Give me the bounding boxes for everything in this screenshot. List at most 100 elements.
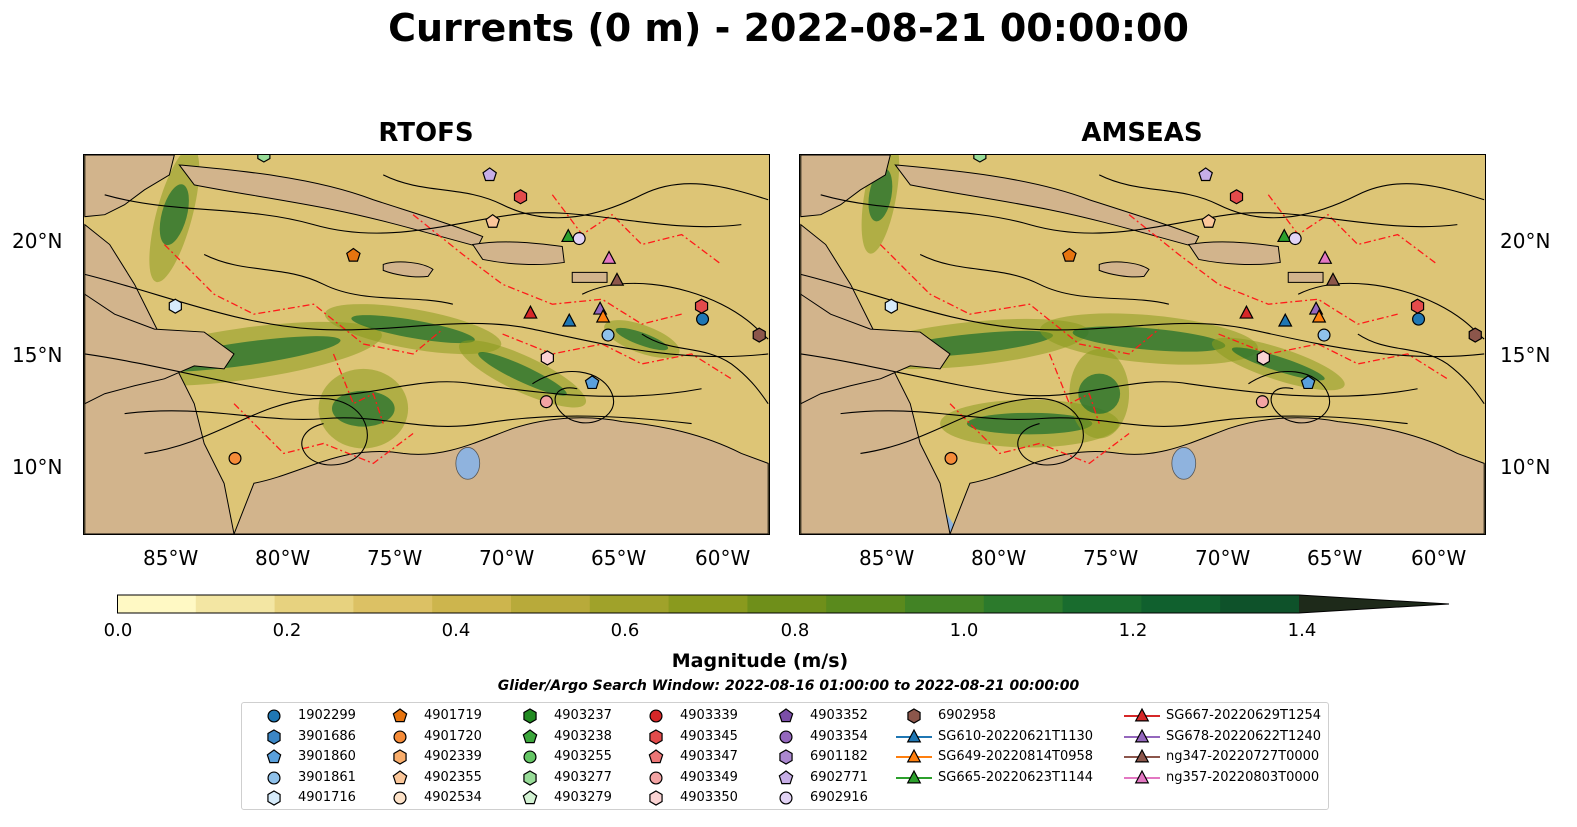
pentagon-marker-icon	[778, 769, 794, 784]
legend-label: 4903350	[680, 790, 738, 805]
argo-float-marker	[1229, 189, 1244, 205]
legend-label: SG649-20220814T0958	[938, 749, 1094, 764]
legend-label: 3901686	[298, 728, 356, 744]
current-core	[351, 315, 475, 344]
current-core	[1072, 326, 1226, 352]
lon-label: 85°W	[859, 546, 915, 570]
colorbar-tick: 0.0	[103, 620, 133, 641]
lon-label: 65°W	[1307, 546, 1363, 570]
lat-label: 20°N	[12, 229, 63, 253]
hexagon-marker-icon	[523, 769, 537, 786]
colorbar-band	[1141, 595, 1221, 613]
pentagon-marker-icon	[392, 769, 408, 784]
map-panel-rtofs	[83, 154, 770, 535]
lat-label: 10°N	[1500, 455, 1551, 479]
legend-label: 4903237	[554, 708, 612, 723]
argo-float-marker	[482, 167, 497, 182]
circle-marker-icon	[779, 729, 793, 744]
lat-label: 20°N	[1500, 229, 1551, 253]
legend-marker	[267, 728, 281, 745]
colorbar-band	[1062, 595, 1142, 613]
landmass	[1098, 261, 1150, 278]
streamline	[84, 273, 769, 358]
triangle-marker-icon	[896, 728, 932, 742]
hexagon-marker-icon	[649, 728, 663, 745]
argo-float-marker	[168, 298, 182, 314]
eez-boundary	[412, 214, 682, 325]
colorbar-band	[274, 595, 354, 613]
landmass	[178, 164, 484, 248]
legend-marker	[392, 708, 408, 723]
colorbar-band	[826, 595, 906, 613]
hexagon-marker-icon	[649, 790, 663, 806]
triangle-marker-icon	[1124, 728, 1160, 742]
triangle-marker-icon	[1124, 707, 1160, 722]
legend-label: 6901182	[810, 749, 868, 764]
legend-marker	[779, 749, 793, 765]
legend-label: 4903345	[680, 728, 738, 744]
circle-marker-icon	[267, 709, 281, 723]
legend-label: 1902299	[298, 708, 356, 723]
argo-float-marker	[884, 298, 898, 314]
panel-title-amseas: AMSEAS	[1081, 118, 1203, 148]
colorbar-band	[511, 595, 591, 613]
landmass	[800, 155, 891, 218]
legend-label: 4903277	[554, 769, 612, 785]
search-window-note: Glider/Argo Search Window: 2022-08-16 01…	[497, 678, 1080, 694]
legend-label: 4903349	[680, 769, 738, 785]
eez-boundary	[163, 244, 444, 355]
streamline	[382, 174, 769, 219]
streamline	[84, 353, 702, 397]
pentagon-marker-icon	[778, 708, 794, 723]
legend-marker	[906, 728, 922, 742]
colorbar-band	[1220, 595, 1300, 613]
colorbar-outline	[117, 594, 1450, 614]
glider-marker	[1325, 272, 1341, 286]
streamline	[840, 410, 1408, 427]
glider-marker	[561, 312, 577, 327]
streamline	[800, 273, 1485, 358]
legend-marker	[267, 790, 281, 806]
colorbar-tick: 0.8	[780, 620, 810, 641]
pentagon-marker-icon	[648, 749, 664, 764]
streamline	[203, 253, 453, 305]
circle-marker-icon	[649, 709, 663, 723]
legend-label: 3901861	[298, 769, 356, 785]
triangle-marker-icon	[1124, 748, 1160, 763]
lon-label: 80°W	[971, 546, 1027, 570]
legend-marker	[649, 709, 663, 723]
legend-label: SG667-20220629T1254	[1166, 708, 1322, 723]
streamline	[144, 398, 368, 466]
legend-marker	[522, 728, 538, 743]
circle-marker-icon	[649, 770, 663, 785]
legend-marker	[779, 729, 793, 744]
eez-boundary	[949, 403, 1130, 465]
landmass	[894, 164, 1200, 248]
argo-float-marker	[572, 232, 586, 246]
argo-float-marker	[1256, 350, 1270, 366]
colorbar-tick: 1.4	[1287, 620, 1317, 641]
streamline	[800, 353, 1418, 397]
landmass	[382, 261, 434, 278]
landmass	[84, 293, 235, 405]
map-canvas	[84, 155, 769, 534]
colorbar-band	[195, 595, 276, 613]
current-core	[615, 327, 669, 351]
argo-float-marker	[485, 213, 500, 228]
lon-label: 85°W	[143, 546, 199, 570]
hexagon-marker-icon	[393, 749, 407, 765]
colorbar-tick: 0.4	[441, 620, 471, 641]
glider-marker	[523, 304, 538, 319]
legend-label: 4903238	[554, 728, 612, 744]
streamline	[532, 371, 615, 424]
legend-label: 4901716	[298, 790, 356, 805]
legend-marker	[1134, 728, 1150, 742]
streamline	[1098, 174, 1485, 219]
legend-label: 3901860	[298, 749, 356, 764]
legend-label: SG610-20220621T1130	[938, 728, 1094, 744]
argo-float-marker	[1062, 247, 1077, 262]
circle-marker-icon	[393, 791, 407, 805]
landmass	[471, 241, 565, 266]
landmass	[1287, 271, 1324, 283]
glider-marker	[601, 250, 617, 264]
